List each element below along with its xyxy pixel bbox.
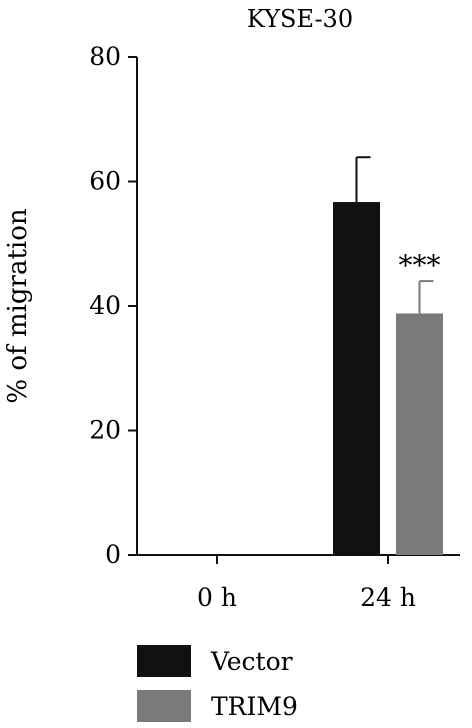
y-tick-label: 80 <box>89 42 121 71</box>
legend-label-trim9: TRIM9 <box>211 692 298 721</box>
y-axis: 0 20 40 60 80 <box>89 42 138 569</box>
y-tick-label: 0 <box>105 540 121 569</box>
x-tick-label: 24 h <box>360 583 416 612</box>
bars <box>333 156 443 556</box>
legend-swatch-vector <box>137 645 191 677</box>
bar-trim9-1 <box>396 313 443 555</box>
significance-marker: *** <box>399 249 441 282</box>
annotations: *** <box>399 249 441 282</box>
x-axis: 0 h 24 h <box>137 554 460 612</box>
legend: Vector TRIM9 <box>137 645 298 722</box>
legend-swatch-trim9 <box>137 690 191 722</box>
y-tick-label: 20 <box>89 416 121 445</box>
bar-vector-1 <box>333 202 380 556</box>
x-tick-label: 0 h <box>197 583 237 612</box>
legend-label-vector: Vector <box>210 647 293 676</box>
chart-title: KYSE-30 <box>247 5 353 33</box>
y-tick-label: 40 <box>89 291 121 320</box>
y-axis-label: % of migration <box>3 208 33 403</box>
y-tick-label: 60 <box>89 167 121 196</box>
